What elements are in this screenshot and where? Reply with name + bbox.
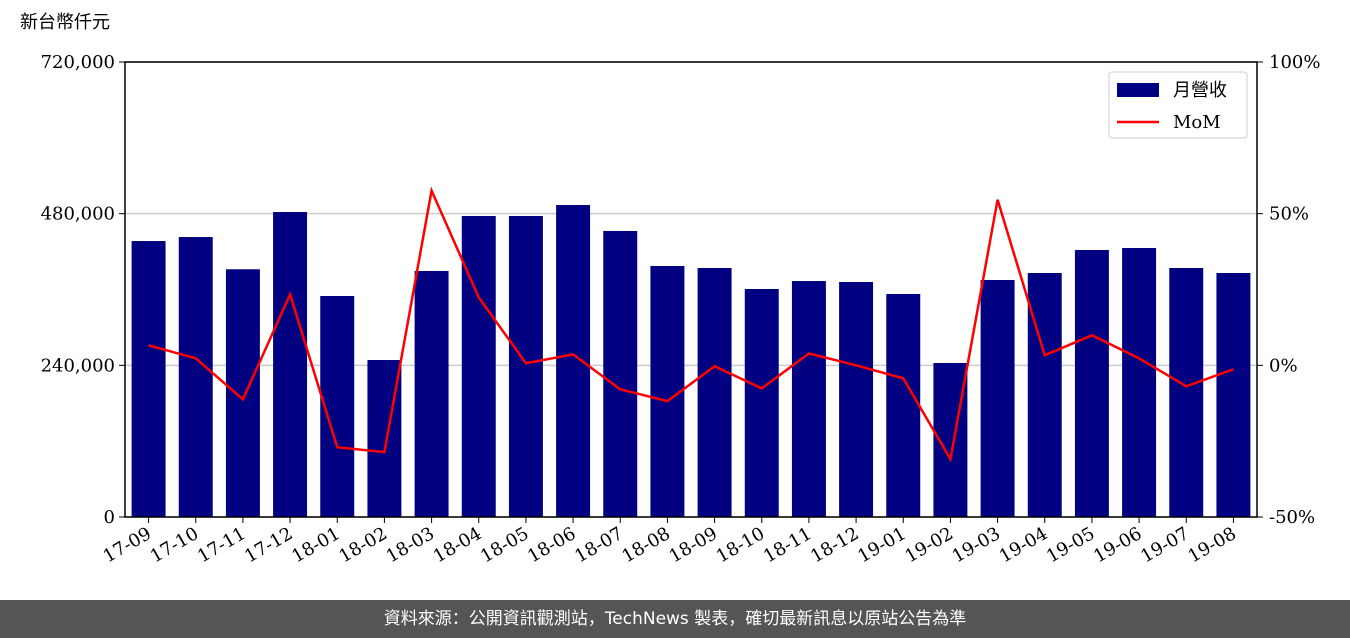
x-tick-label: 19-08 xyxy=(1184,523,1239,567)
legend-label: MoM xyxy=(1173,112,1221,133)
x-tick-label: 18-07 xyxy=(571,523,626,567)
bar xyxy=(839,281,874,517)
bar xyxy=(414,270,449,517)
x-tick-label: 18-08 xyxy=(618,523,673,567)
bar xyxy=(1027,273,1062,517)
bar xyxy=(791,281,826,517)
y2-tick-label: 50% xyxy=(1269,204,1309,225)
bar xyxy=(131,241,166,518)
x-tick-label: 19-07 xyxy=(1137,523,1192,567)
bar xyxy=(508,216,543,517)
legend-label: 月營收 xyxy=(1173,80,1227,101)
bar xyxy=(225,269,260,517)
y-tick-label: 0 xyxy=(104,507,115,528)
bar xyxy=(273,212,308,517)
x-tick-label: 19-06 xyxy=(1090,523,1145,567)
x-tick-label: 17-10 xyxy=(147,523,202,567)
x-tick-label: 19-02 xyxy=(901,523,956,567)
legend-swatch xyxy=(1117,83,1159,97)
x-tick-label: 18-02 xyxy=(335,523,390,567)
x-tick-label: 18-10 xyxy=(713,523,768,567)
bar xyxy=(886,293,921,517)
x-tick-label: 18-11 xyxy=(760,523,815,567)
line xyxy=(148,186,1234,463)
y-axis-title: 新台幣仟元 xyxy=(20,12,110,33)
bar xyxy=(1169,268,1204,517)
x-tick-label: 18-03 xyxy=(383,523,438,567)
y2-tick-label: 0% xyxy=(1269,355,1298,376)
x-tick-label: 19-01 xyxy=(854,523,909,567)
x-tick-label: 18-09 xyxy=(666,523,721,567)
x-tick-label: 17-09 xyxy=(100,523,155,567)
chart: 新台幣仟元 0 240,000 480,000 720,000 -50% 0% 50% 100… xyxy=(20,12,1320,567)
y-tick-label: 240,000 xyxy=(41,355,115,376)
plot-frame xyxy=(124,61,1258,518)
bar xyxy=(178,237,213,517)
bar xyxy=(1122,247,1157,517)
bar xyxy=(556,205,591,517)
bar xyxy=(1074,250,1109,517)
x-tick-label: 19-03 xyxy=(949,523,1004,567)
bar xyxy=(603,230,638,518)
x-tick-label: 19-05 xyxy=(1043,523,1098,567)
x-tick-label: 18-05 xyxy=(477,523,532,567)
bar xyxy=(980,280,1015,517)
y2-tick-label: -50% xyxy=(1269,507,1315,528)
bar xyxy=(744,288,779,517)
x-tick-label: 19-04 xyxy=(996,523,1051,567)
source-note: 資料來源：公開資訊觀測站，TechNews 製表，確切最新訊息以原站公告為準 xyxy=(0,600,1350,638)
bar xyxy=(697,268,732,517)
bar xyxy=(1216,273,1251,517)
bar xyxy=(461,216,496,517)
x-tick-label: 18-12 xyxy=(807,523,862,567)
x-tick-label: 18-06 xyxy=(524,523,579,567)
x-tick-label: 18-01 xyxy=(288,523,343,567)
y-tick-label: 480,000 xyxy=(41,204,115,225)
y2-tick-label: 100% xyxy=(1269,52,1320,73)
x-tick-label: 18-04 xyxy=(430,523,485,567)
x-tick-label: 17-12 xyxy=(241,523,296,567)
x-tick-label: 17-11 xyxy=(194,523,249,567)
y-tick-label: 720,000 xyxy=(41,52,115,73)
